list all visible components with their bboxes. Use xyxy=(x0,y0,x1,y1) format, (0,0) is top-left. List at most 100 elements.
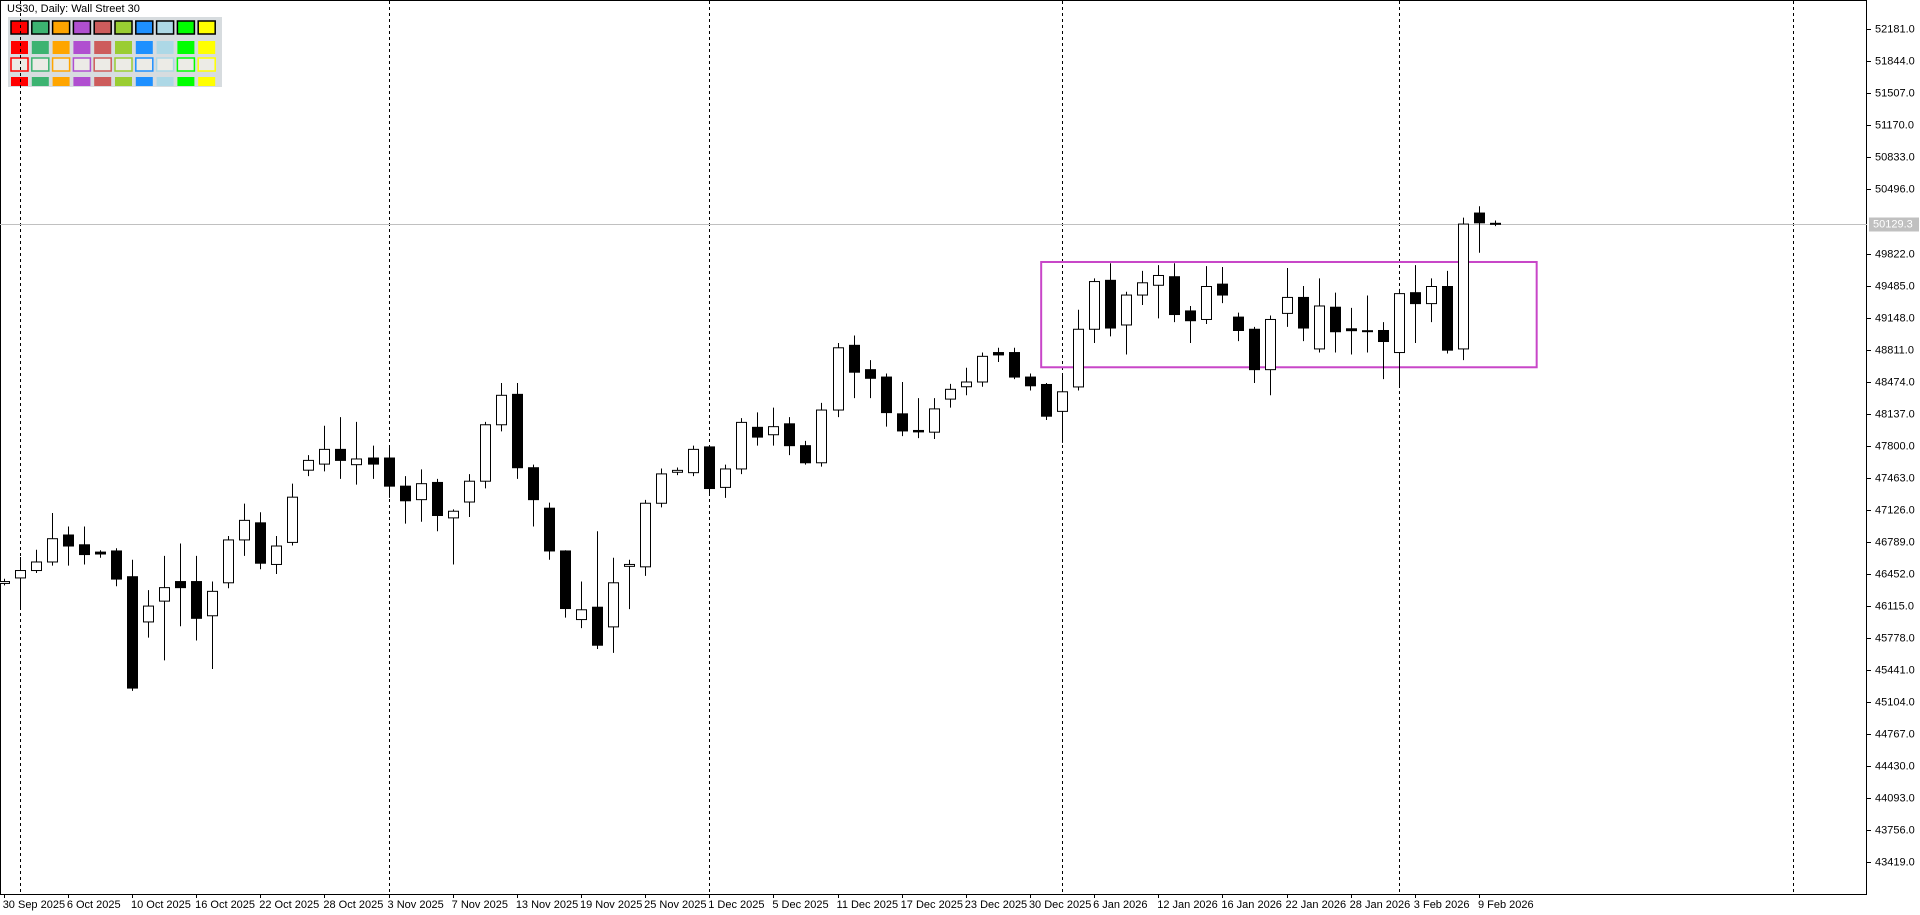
swatch xyxy=(31,57,50,72)
x-tick-label: 30 Dec 2025 xyxy=(1029,899,1091,911)
candle-body-down xyxy=(913,429,924,433)
x-tick-label: 28 Oct 2025 xyxy=(323,899,383,911)
candle-body-up xyxy=(1314,305,1325,350)
candle-body-up xyxy=(961,381,972,388)
swatch xyxy=(114,57,133,72)
swatch xyxy=(197,57,216,72)
x-tick-label: 16 Jan 2026 xyxy=(1221,899,1282,911)
candle-body-up xyxy=(496,394,507,426)
candle-body-down xyxy=(1490,222,1501,225)
y-tick-label: 51170.0 xyxy=(1875,119,1914,131)
swatch xyxy=(73,41,91,54)
candle-body-down xyxy=(63,534,74,547)
candle-body-down xyxy=(1410,292,1421,305)
candle-body-down xyxy=(1041,383,1052,417)
y-tick-label: 49148.0 xyxy=(1875,312,1915,324)
swatch xyxy=(51,57,71,72)
candle-body-up xyxy=(0,581,10,584)
candle-body-down xyxy=(127,576,138,689)
candle-body-down xyxy=(335,448,346,461)
y-tick-label: 45778.0 xyxy=(1875,632,1915,644)
candle-body-down xyxy=(79,544,90,556)
y-tick-label: 47463.0 xyxy=(1875,472,1915,484)
candle-body-up xyxy=(351,458,362,466)
swatch xyxy=(135,41,153,54)
candle-body-down xyxy=(784,423,795,447)
y-tick-label: 46789.0 xyxy=(1875,536,1915,548)
x-tick-label: 23 Dec 2025 xyxy=(965,899,1027,911)
x-tick-label: 16 Oct 2025 xyxy=(195,899,255,911)
candle-body-up xyxy=(319,448,330,465)
y-tick-label: 49485.0 xyxy=(1875,280,1915,292)
x-tick-label: 1 Dec 2025 xyxy=(708,899,764,911)
swatch xyxy=(177,41,195,54)
candle-body-down xyxy=(544,507,555,552)
y-tick-label: 50496.0 xyxy=(1875,183,1915,195)
candle-body-up xyxy=(736,421,747,470)
candle-body-down xyxy=(1474,212,1485,224)
candle-body-down xyxy=(368,457,379,465)
candle-body-down xyxy=(1009,352,1020,378)
candle-body-up xyxy=(977,355,988,383)
candle-body-up xyxy=(1394,293,1405,354)
candle-body-down xyxy=(1185,310,1196,322)
candle-body-up xyxy=(47,538,58,563)
candle-body-up xyxy=(1265,318,1276,371)
candle-body-up xyxy=(945,388,956,400)
candle-body-up xyxy=(1089,281,1100,330)
swatch xyxy=(73,77,91,86)
candle-body-down xyxy=(1025,376,1036,387)
swatch xyxy=(176,20,196,35)
candle-body-down xyxy=(1362,330,1373,333)
swatch xyxy=(10,57,29,72)
candle-body-up xyxy=(287,496,298,543)
candle-body-up xyxy=(159,587,170,602)
candle-body-down xyxy=(1346,328,1357,332)
swatch xyxy=(31,41,49,54)
candle-body-up xyxy=(929,408,940,433)
y-tick-label: 48474.0 xyxy=(1875,376,1915,388)
plot-frame xyxy=(0,0,1867,895)
candle-body-up xyxy=(448,510,459,519)
swatch xyxy=(135,77,153,86)
x-tick-label: 6 Jan 2026 xyxy=(1093,899,1147,911)
candle-body-down xyxy=(752,426,763,438)
y-tick-label: 46115.0 xyxy=(1875,600,1914,612)
swatch xyxy=(155,20,175,35)
candle-body-up xyxy=(672,469,683,473)
x-tick-label: 6 Oct 2025 xyxy=(67,899,121,911)
x-tick-label: 13 Nov 2025 xyxy=(516,899,578,911)
x-tick-label: 25 Nov 2025 xyxy=(644,899,706,911)
candle-body-down xyxy=(1298,296,1309,329)
swatch xyxy=(177,77,195,86)
candle-body-up xyxy=(608,582,619,628)
x-tick-label: 28 Jan 2026 xyxy=(1350,899,1411,911)
candle-body-up xyxy=(143,605,154,623)
y-tick-label: 44430.0 xyxy=(1875,760,1915,772)
y-tick-label: 48137.0 xyxy=(1875,408,1915,420)
swatch xyxy=(72,57,92,72)
candle-body-up xyxy=(15,570,26,579)
swatch xyxy=(176,57,196,72)
candle-body-down xyxy=(849,344,860,373)
candle-body-up xyxy=(720,468,731,488)
x-tick-label: 17 Dec 2025 xyxy=(901,899,963,911)
candle-body-down xyxy=(1249,328,1260,371)
y-tick-label: 46452.0 xyxy=(1875,568,1915,580)
x-tick-label: 3 Feb 2026 xyxy=(1414,899,1470,911)
candle-body-down xyxy=(1442,286,1453,351)
candle-body-down xyxy=(432,481,443,517)
candle-body-up xyxy=(239,519,250,541)
y-tick-label: 44093.0 xyxy=(1875,792,1915,804)
candle-body-up xyxy=(1073,328,1084,388)
x-tick-label: 22 Oct 2025 xyxy=(259,899,319,911)
candle-body-up xyxy=(816,409,827,464)
x-tick-label: 3 Nov 2025 xyxy=(388,899,444,911)
x-tick-label: 7 Nov 2025 xyxy=(452,899,508,911)
x-tick-label: 10 Oct 2025 xyxy=(131,899,191,911)
candle-body-down xyxy=(512,393,523,469)
x-tick-label: 30 Sep 2025 xyxy=(3,899,65,911)
y-tick-label: 47126.0 xyxy=(1875,504,1915,516)
